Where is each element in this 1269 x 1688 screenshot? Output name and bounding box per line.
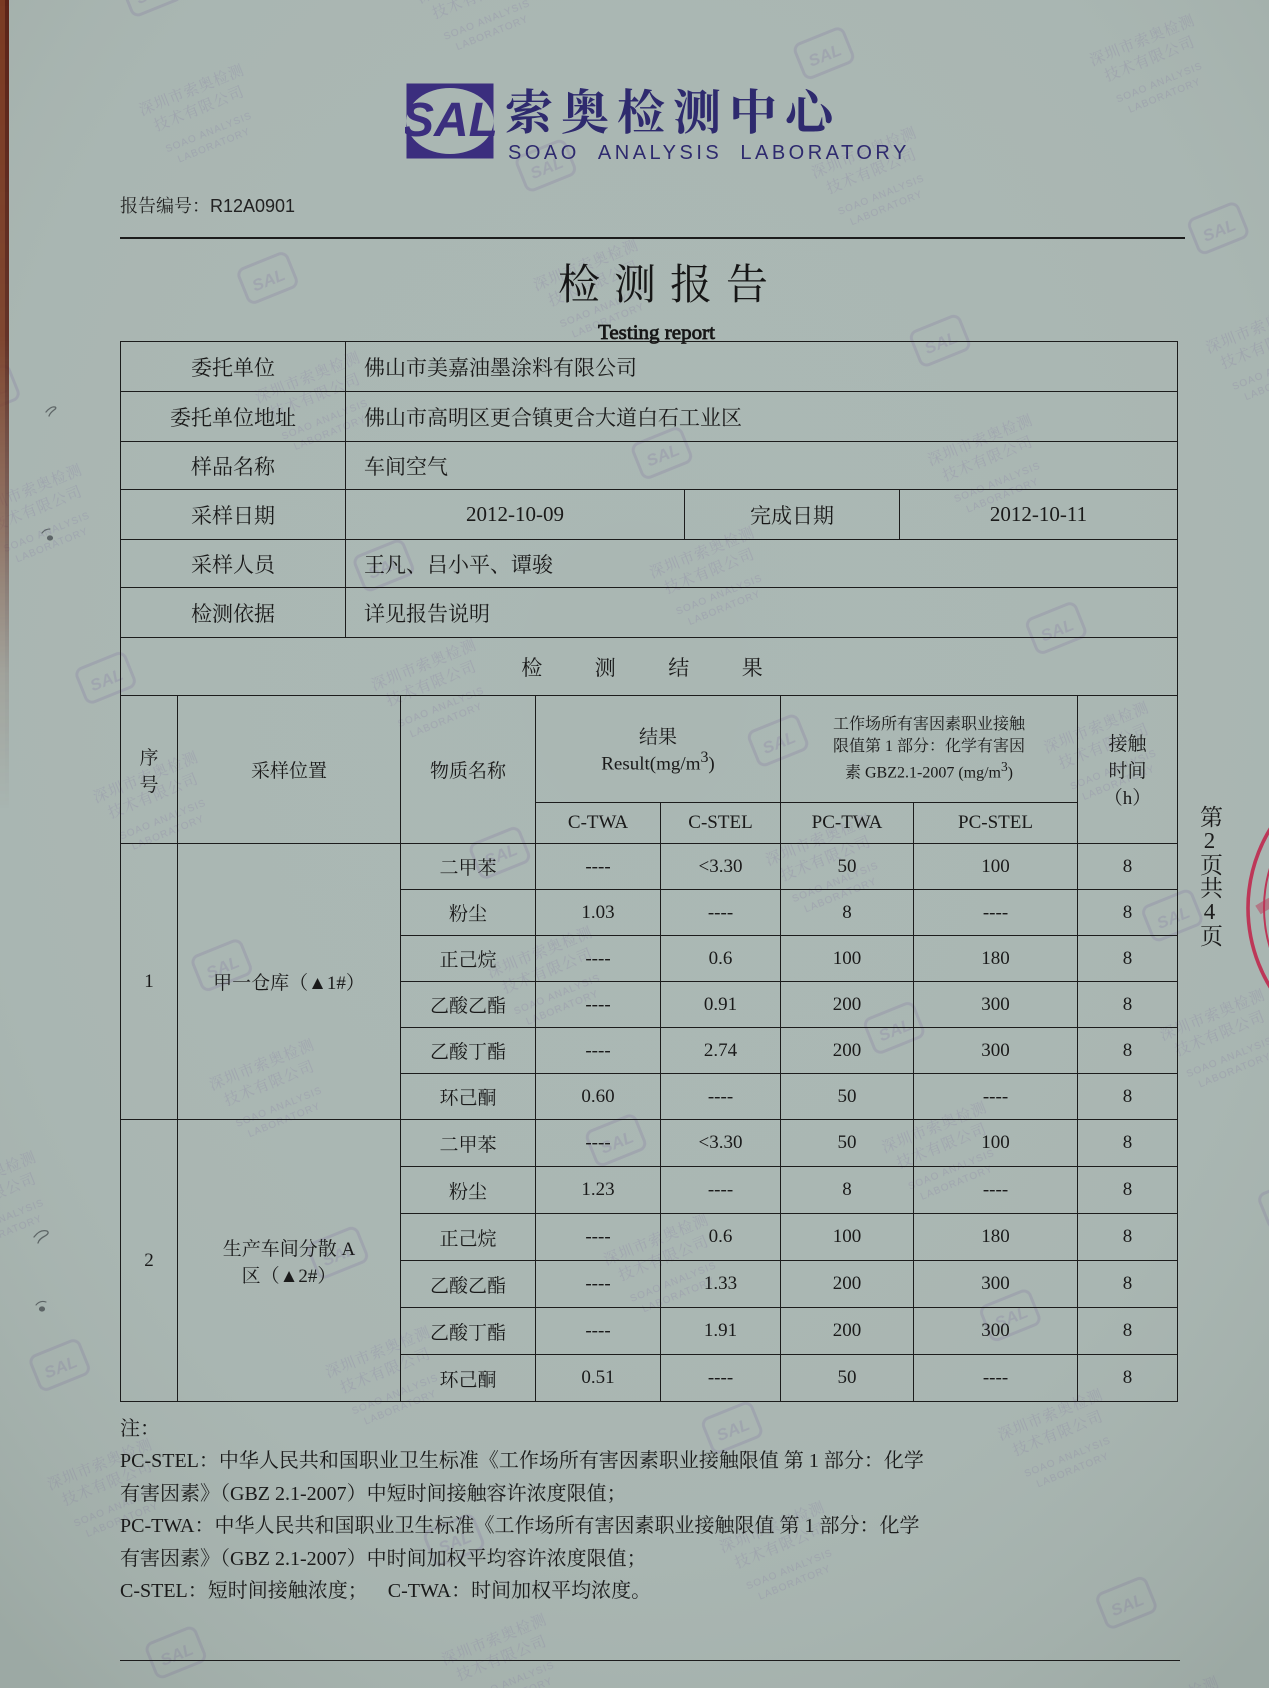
svg-text:SAL: SAL bbox=[405, 94, 495, 147]
